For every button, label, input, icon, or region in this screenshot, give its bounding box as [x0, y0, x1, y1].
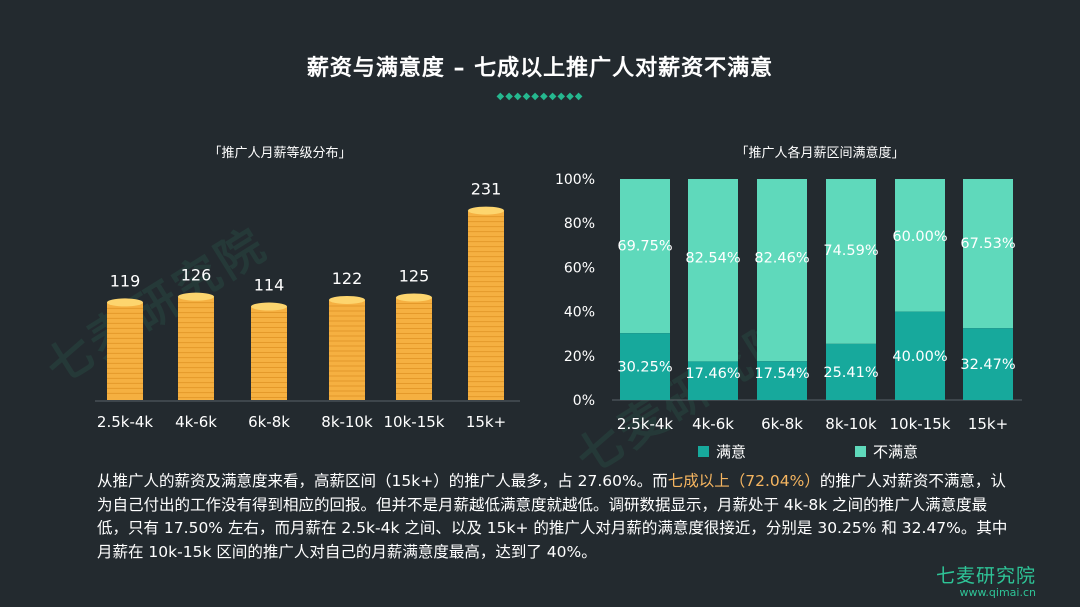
title-decoration: ◆◆◆◆◆◆◆◆◆◆ — [496, 91, 584, 102]
coin-top — [396, 293, 432, 302]
left-x-tick-label: 6k-8k — [248, 413, 290, 431]
coin-bar-body — [329, 299, 365, 400]
bar-segment-satisfied — [688, 361, 738, 400]
right-y-tick-label: 100% — [555, 172, 595, 188]
coin-bar-8k-10k — [329, 295, 365, 400]
right-y-tick-label: 60% — [564, 260, 595, 276]
satisfied-value-label: 40.00% — [892, 349, 947, 365]
bar-segment-unsatisfied — [895, 179, 945, 312]
left-x-tick-label: 10k-15k — [384, 413, 445, 431]
satisfied-value-label: 17.54% — [754, 366, 809, 382]
coin-bar-value-label: 122 — [332, 269, 363, 288]
coin-top — [251, 302, 287, 311]
legend-label-satisfied: 满意 — [716, 443, 746, 461]
right-x-tick-label: 10k-15k — [890, 415, 951, 433]
coin-bar-10k-15k — [396, 293, 432, 400]
right-y-tick-label: 0% — [573, 393, 595, 409]
brand-url: www.qimai.cn — [959, 586, 1036, 599]
bar-segment-satisfied — [963, 328, 1013, 400]
unsatisfied-value-label: 82.46% — [754, 250, 809, 266]
coin-bar-6k-8k — [251, 302, 287, 400]
bar-segment-unsatisfied — [620, 179, 670, 334]
bar-segment-satisfied — [826, 343, 876, 400]
unsatisfied-value-label: 82.54% — [685, 250, 740, 266]
paragraph-part-1: 从推广人的薪资及满意度来看，高薪区间（15k+）的推广人最多，占 27.60%。… — [97, 472, 668, 490]
right-x-tick-label: 8k-10k — [825, 415, 877, 433]
coin-bar-value-label: 126 — [181, 266, 212, 285]
unsatisfied-value-label: 60.00% — [892, 229, 947, 245]
right-chart-title: 「推广人各月薪区间满意度」 — [735, 146, 905, 161]
bar-segment-satisfied — [620, 333, 670, 400]
right-x-tick-label: 6k-8k — [761, 415, 803, 433]
left-x-tick-label: 4k-6k — [175, 413, 217, 431]
satisfied-value-label: 30.25% — [617, 360, 672, 376]
coin-bar-2.5k-4k — [107, 298, 143, 400]
coin-top — [468, 206, 504, 215]
satisfied-value-label: 17.46% — [685, 366, 740, 382]
left-x-tick-label: 2.5k-4k — [97, 413, 153, 431]
satisfied-value-label: 32.47% — [960, 357, 1015, 373]
coin-bar-value-label: 114 — [254, 276, 285, 295]
page-title: 薪资与满意度 – 七成以上推广人对薪资不满意 — [306, 56, 774, 81]
right-y-tick-label: 20% — [564, 349, 595, 365]
coin-bar-value-label: 119 — [110, 271, 141, 290]
right-y-tick-label: 80% — [564, 216, 595, 232]
right-y-tick-label: 40% — [564, 305, 595, 321]
coin-top — [107, 298, 143, 307]
bar-segment-unsatisfied — [826, 179, 876, 344]
coin-top — [329, 295, 365, 304]
coin-bar-value-label: 125 — [399, 267, 430, 286]
coin-bar-15k+ — [468, 206, 504, 400]
right-x-tick-label: 2.5k-4k — [617, 415, 673, 433]
right-x-tick-label: 4k-6k — [692, 415, 734, 433]
unsatisfied-value-label: 74.59% — [823, 243, 878, 259]
unsatisfied-value-label: 69.75% — [617, 238, 672, 254]
paragraph-part-2: 的推广人对薪资不满意，认为自己付出的工作没有得到相应的回报。但并不是月薪越低满意… — [97, 472, 1008, 561]
bar-segment-unsatisfied — [688, 179, 738, 362]
legend-swatch-satisfied — [698, 446, 709, 457]
legend-swatch-unsatisfied — [855, 446, 866, 457]
left-chart-title: 「推广人月薪等级分布」 — [208, 146, 352, 161]
brand-logo-name: 七麦研究院 — [935, 565, 1036, 587]
coin-bar-value-label: 231 — [471, 180, 502, 199]
paragraph-highlight: 七成以上（72.04%） — [667, 472, 820, 490]
bar-segment-satisfied — [895, 311, 945, 400]
left-x-tick-label: 15k+ — [466, 413, 506, 431]
legend-label-unsatisfied: 不满意 — [873, 443, 918, 461]
left-x-tick-label: 8k-10k — [321, 413, 373, 431]
coin-top — [178, 292, 214, 301]
satisfied-value-label: 25.41% — [823, 365, 878, 381]
coin-bar-body — [468, 210, 504, 400]
bar-segment-unsatisfied — [757, 179, 807, 362]
right-x-tick-label: 15k+ — [968, 415, 1008, 433]
bar-segment-satisfied — [757, 361, 807, 400]
summary-paragraph: 从推广人的薪资及满意度来看，高薪区间（15k+）的推广人最多，占 27.60%。… — [97, 470, 1017, 564]
coin-bar-4k-6k — [178, 292, 214, 400]
unsatisfied-value-label: 67.53% — [960, 236, 1015, 252]
bar-segment-unsatisfied — [963, 179, 1013, 329]
